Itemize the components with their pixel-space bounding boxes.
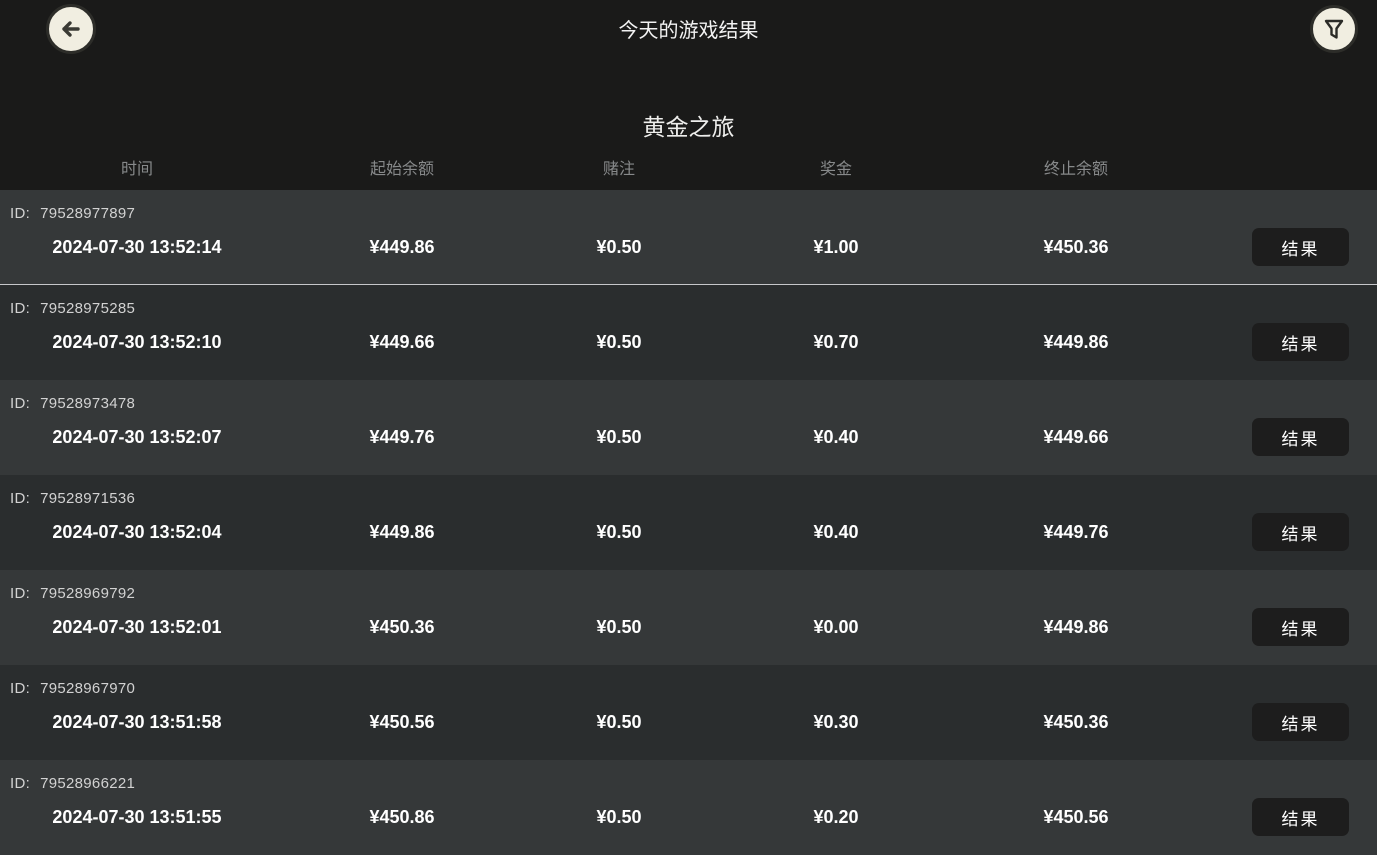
row-id-value: 79528969792: [40, 585, 136, 602]
row-prize: ¥0.00: [813, 616, 859, 637]
row-id-value: 79528977897: [40, 205, 136, 222]
col-header-end-balance: 终止余额: [1043, 161, 1108, 178]
arrow-left-icon: [58, 16, 84, 42]
row-start-balance: ¥449.86: [369, 236, 435, 257]
table-row: ID: 79528971536 2024-07-30 13:52:04 ¥449.…: [0, 475, 1377, 570]
row-end-balance: ¥449.66: [1043, 426, 1109, 447]
result-button[interactable]: 结果: [1252, 323, 1349, 361]
table-row: ID: 79528975285 2024-07-30 13:52:10 ¥449.…: [0, 285, 1377, 380]
row-time: 2024-07-30 13:52:14: [52, 236, 222, 257]
row-action-cell: 结果: [1188, 703, 1377, 741]
row-prize: ¥0.20: [813, 806, 859, 827]
row-id-value: 79528975285: [40, 300, 136, 317]
row-bet: ¥0.50: [596, 331, 642, 352]
result-button[interactable]: 结果: [1252, 513, 1349, 551]
result-button[interactable]: 结果: [1252, 703, 1349, 741]
row-id-line: ID: 79528966221: [10, 775, 135, 792]
row-prize: ¥0.40: [813, 521, 859, 542]
result-button[interactable]: 结果: [1252, 798, 1349, 836]
row-values: 2024-07-30 13:52:07 ¥449.76 ¥0.50 ¥0.40 …: [0, 417, 1377, 457]
row-values: 2024-07-30 13:52:04 ¥449.86 ¥0.50 ¥0.40 …: [0, 512, 1377, 552]
col-header-time: 时间: [120, 161, 153, 178]
row-bet: ¥0.50: [596, 806, 642, 827]
row-id-label: ID:: [10, 490, 31, 507]
row-bet: ¥0.50: [596, 521, 642, 542]
row-id-line: ID: 79528977897: [10, 205, 135, 222]
row-time: 2024-07-30 13:52:04: [52, 521, 222, 542]
row-id-value: 79528966221: [40, 775, 136, 792]
row-id-value: 79528971536: [40, 490, 136, 507]
row-start-balance: ¥449.76: [369, 426, 435, 447]
appbar: 今天的游戏结果: [0, 0, 1377, 56]
row-values: 2024-07-30 13:52:10 ¥449.66 ¥0.50 ¥0.70 …: [0, 322, 1377, 362]
row-start-balance: ¥450.56: [369, 711, 435, 732]
back-button[interactable]: [46, 4, 96, 54]
row-id-label: ID:: [10, 205, 31, 222]
row-id-label: ID:: [10, 585, 31, 602]
row-start-balance: ¥449.66: [369, 331, 435, 352]
page-title: 今天的游戏结果: [618, 19, 759, 42]
row-time: 2024-07-30 13:52:10: [52, 331, 222, 352]
row-id-line: ID: 79528967970: [10, 680, 135, 697]
row-action-cell: 结果: [1188, 323, 1377, 361]
filter-button[interactable]: [1310, 5, 1358, 53]
row-id-line: ID: 79528975285: [10, 300, 135, 317]
row-end-balance: ¥450.36: [1043, 711, 1109, 732]
row-time: 2024-07-30 13:51:58: [52, 711, 222, 732]
row-action-cell: 结果: [1188, 608, 1377, 646]
row-id-label: ID:: [10, 300, 31, 317]
row-values: 2024-07-30 13:52:01 ¥450.36 ¥0.50 ¥0.00 …: [0, 607, 1377, 647]
row-values: 2024-07-30 13:51:55 ¥450.86 ¥0.50 ¥0.20 …: [0, 797, 1377, 837]
row-start-balance: ¥450.36: [369, 616, 435, 637]
table-row: ID: 79528973478 2024-07-30 13:52:07 ¥449.…: [0, 380, 1377, 475]
col-header-start-balance: 起始余额: [369, 161, 434, 178]
funnel-icon: [1321, 16, 1347, 42]
row-start-balance: ¥450.86: [369, 806, 435, 827]
table-row: ID: 79528966221 2024-07-30 13:51:55 ¥450.…: [0, 760, 1377, 855]
row-values: 2024-07-30 13:51:58 ¥450.56 ¥0.50 ¥0.30 …: [0, 702, 1377, 742]
row-action-cell: 结果: [1188, 228, 1377, 266]
row-prize: ¥0.40: [813, 426, 859, 447]
results-list: ID: 79528977897 2024-07-30 13:52:14 ¥449.…: [0, 190, 1377, 855]
row-action-cell: 结果: [1188, 513, 1377, 551]
row-end-balance: ¥449.86: [1043, 331, 1109, 352]
result-button[interactable]: 结果: [1252, 608, 1349, 646]
row-time: 2024-07-30 13:52:01: [52, 616, 222, 637]
row-prize: ¥0.30: [813, 711, 859, 732]
row-prize: ¥0.70: [813, 331, 859, 352]
row-action-cell: 结果: [1188, 418, 1377, 456]
row-action-cell: 结果: [1188, 798, 1377, 836]
row-values: 2024-07-30 13:52:14 ¥449.86 ¥0.50 ¥1.00 …: [0, 227, 1377, 267]
row-time: 2024-07-30 13:51:55: [52, 806, 222, 827]
top-section: 今天的游戏结果 黄金之旅 时间 起始余额 赌注 奖金 终止余额: [0, 0, 1377, 190]
row-id-line: ID: 79528973478: [10, 395, 135, 412]
row-id-value: 79528967970: [40, 680, 136, 697]
row-end-balance: ¥449.86: [1043, 616, 1109, 637]
row-id-label: ID:: [10, 680, 31, 697]
result-button[interactable]: 结果: [1252, 418, 1349, 456]
row-start-balance: ¥449.86: [369, 521, 435, 542]
row-bet: ¥0.50: [596, 616, 642, 637]
row-bet: ¥0.50: [596, 236, 642, 257]
row-bet: ¥0.50: [596, 711, 642, 732]
table-header: 时间 起始余额 赌注 奖金 终止余额: [0, 144, 1377, 190]
row-end-balance: ¥449.76: [1043, 521, 1109, 542]
table-row: ID: 79528977897 2024-07-30 13:52:14 ¥449.…: [0, 190, 1377, 285]
row-end-balance: ¥450.56: [1043, 806, 1109, 827]
game-title: 黄金之旅: [642, 114, 735, 140]
table-row: ID: 79528969792 2024-07-30 13:52:01 ¥450.…: [0, 570, 1377, 665]
col-header-prize: 奖金: [819, 161, 852, 178]
row-id-line: ID: 79528969792: [10, 585, 135, 602]
col-header-bet: 赌注: [602, 161, 635, 178]
row-bet: ¥0.50: [596, 426, 642, 447]
row-id-line: ID: 79528971536: [10, 490, 135, 507]
row-time: 2024-07-30 13:52:07: [52, 426, 222, 447]
row-id-value: 79528973478: [40, 395, 136, 412]
row-id-label: ID:: [10, 775, 31, 792]
result-button[interactable]: 结果: [1252, 228, 1349, 266]
row-prize: ¥1.00: [813, 236, 859, 257]
table-row: ID: 79528967970 2024-07-30 13:51:58 ¥450.…: [0, 665, 1377, 760]
row-id-label: ID:: [10, 395, 31, 412]
row-end-balance: ¥450.36: [1043, 236, 1109, 257]
